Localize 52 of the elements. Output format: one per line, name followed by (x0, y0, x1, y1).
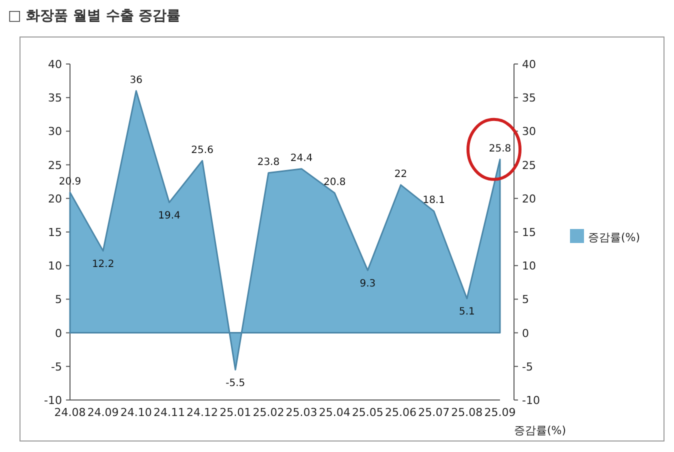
y-tick-label: 0 (55, 326, 62, 340)
x-tick-label: 24.10 (120, 406, 152, 419)
x-tick-label: 25.04 (318, 406, 350, 419)
data-label: 25.6 (191, 144, 214, 156)
x-tick-label: 25.09 (484, 406, 516, 419)
data-label: 36 (130, 74, 143, 86)
y2-tick-label: 40 (522, 58, 536, 71)
y2-tick-label: 0 (522, 326, 529, 340)
data-label: 24.4 (290, 152, 313, 164)
y-tick-label: -5 (51, 360, 62, 374)
data-label: 18.1 (422, 195, 445, 206)
y2-tick-label: 35 (522, 92, 536, 105)
y2-tick-label: 25 (522, 158, 536, 172)
data-label: 5.1 (458, 306, 475, 318)
y-tick-label: 40 (48, 58, 62, 71)
y-tick-label: 25 (48, 158, 62, 172)
x-tick-label: 25.06 (385, 406, 417, 419)
x-tick-label: 25.01 (220, 406, 252, 419)
data-label: 25.8 (488, 143, 512, 154)
y2-tick-label: 5 (522, 293, 529, 306)
x-tick-label: 24.08 (54, 406, 86, 419)
data-label: 20.8 (323, 177, 346, 188)
x-axis-title: 증감률(%) (514, 424, 566, 437)
y-tick-label: 30 (48, 125, 62, 138)
x-tick-label: 25.02 (252, 406, 284, 419)
data-label: 12.2 (92, 258, 114, 270)
x-tick-label: 25.05 (352, 406, 384, 419)
data-label: 22 (394, 168, 408, 180)
y2-tick-label: 10 (522, 260, 536, 273)
data-label: 19.4 (158, 210, 180, 222)
chart-title: □ 화장품 월별 수출 증감률 (8, 8, 181, 24)
y2-tick-label: 30 (522, 125, 536, 138)
y-tick-label: 35 (48, 92, 62, 105)
data-label: -5.5 (226, 378, 246, 389)
y2-tick-label: 20 (522, 192, 536, 206)
y-tick-label: 20 (48, 192, 62, 206)
y2-tick-label: -10 (522, 394, 540, 407)
x-tick-label: 25.08 (451, 406, 483, 419)
legend-label: 증감률(%) (588, 231, 640, 244)
y2-tick-label: 15 (522, 226, 536, 239)
x-tick-label: 25.07 (418, 406, 450, 419)
data-label: 9.3 (360, 278, 376, 290)
data-label: 23.8 (257, 156, 280, 168)
x-tick-label: 24.11 (153, 406, 185, 419)
y-tick-label: -10 (44, 394, 62, 407)
x-tick-label: 24.12 (186, 406, 218, 419)
x-tick-label: 25.03 (286, 406, 318, 419)
y2-tick-label: -5 (522, 360, 533, 374)
y-tick-label: 10 (48, 260, 62, 273)
y-tick-label: 5 (55, 293, 62, 306)
x-tick-label: 24.09 (87, 406, 119, 419)
y-tick-label: 15 (48, 226, 62, 239)
